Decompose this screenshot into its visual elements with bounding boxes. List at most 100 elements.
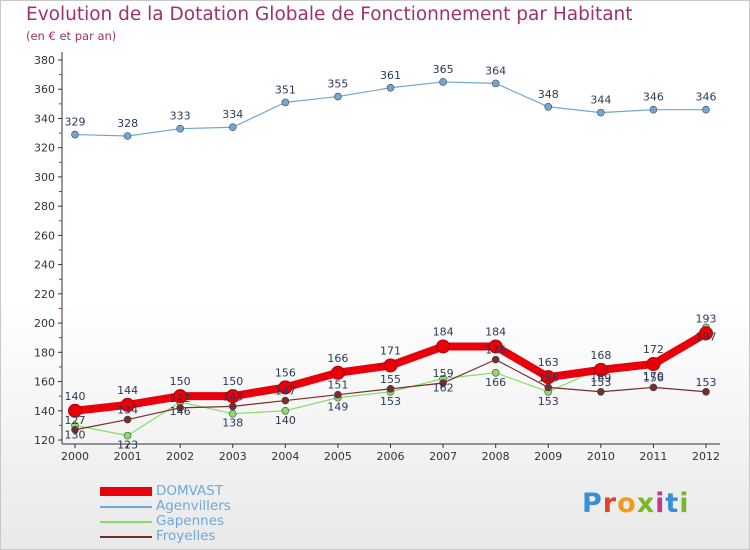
data-label-domvast: 168 <box>590 349 611 362</box>
data-label-domvast: 172 <box>643 343 664 356</box>
data-label-domvast: 184 <box>485 325 506 338</box>
data-label-froyelles: 156 <box>643 371 664 384</box>
data-point-froyelles <box>71 425 79 434</box>
data-point-agenvillers <box>702 105 710 114</box>
data-point-domvast <box>173 389 188 404</box>
data-point-froyelles <box>281 396 290 405</box>
data-point-domvast <box>593 362 608 377</box>
data-point-domvast <box>120 397 135 412</box>
x-tick-label: 2001 <box>114 450 142 463</box>
data-point-domvast <box>225 389 240 404</box>
data-label-gapennes: 197 <box>696 330 717 343</box>
y-tick-label: 340 <box>34 112 55 125</box>
legend-label-gapennes: Gapennes <box>156 513 225 529</box>
y-tick-label: 240 <box>34 259 55 272</box>
data-label-gapennes: 146 <box>170 405 191 418</box>
data-label-domvast: 156 <box>275 366 296 379</box>
y-tick-label: 160 <box>34 376 55 389</box>
logo-letter: x <box>636 488 656 519</box>
data-point-gapennes <box>228 409 237 418</box>
x-tick-label: 2010 <box>587 450 615 463</box>
data-point-domvast <box>383 358 398 373</box>
y-tick-label: 220 <box>34 288 55 301</box>
data-label-gapennes: 170 <box>643 370 664 383</box>
logo-letter: o <box>617 488 637 519</box>
legend-swatch-froyelles <box>100 536 152 538</box>
data-label-gapennes: 162 <box>433 382 454 395</box>
data-label-domvast: 184 <box>433 325 454 338</box>
data-point-froyelles <box>597 387 605 396</box>
data-label-froyelles: 127 <box>65 414 86 427</box>
data-point-gapennes <box>281 406 290 415</box>
data-point-agenvillers <box>281 98 290 107</box>
y-tick-label: 300 <box>34 171 55 184</box>
legend-label-domvast: DOMVAST <box>156 483 224 499</box>
data-label-froyelles: 143 <box>222 390 243 403</box>
x-tick-label: 2004 <box>271 450 299 463</box>
y-tick-label: 260 <box>34 229 55 242</box>
data-label-domvast: 140 <box>65 390 86 403</box>
data-point-froyelles <box>176 404 184 412</box>
data-label-froyelles: 153 <box>696 376 717 389</box>
data-point-agenvillers <box>649 105 658 114</box>
data-label-agenvillers: 348 <box>538 88 559 101</box>
legend-swatch-agenvillers <box>100 506 152 508</box>
data-point-agenvillers <box>228 123 237 132</box>
data-label-froyelles: 134 <box>117 404 138 417</box>
x-tick-label: 2002 <box>166 450 194 463</box>
data-label-domvast: 163 <box>538 356 559 369</box>
x-tick-label: 2012 <box>692 450 720 463</box>
data-label-agenvillers: 344 <box>590 94 611 107</box>
logo-letter: i <box>679 488 690 519</box>
legend-label-froyelles: Froyelles <box>156 528 216 544</box>
data-label-agenvillers: 334 <box>222 108 243 121</box>
data-label-agenvillers: 355 <box>327 78 348 91</box>
data-point-agenvillers <box>176 124 184 133</box>
data-point-gapennes <box>123 431 132 440</box>
data-label-agenvillers: 361 <box>380 69 401 82</box>
data-label-gapennes: 130 <box>65 428 86 441</box>
chart-title: Evolution de la Dotation Globale de Fonc… <box>26 4 633 25</box>
x-tick-label: 2005 <box>324 450 352 463</box>
data-label-domvast: 171 <box>380 344 401 357</box>
data-label-froyelles: 156 <box>538 371 559 384</box>
logo-letter: i <box>655 488 666 519</box>
data-point-froyelles <box>544 383 553 392</box>
data-label-agenvillers: 365 <box>433 63 454 76</box>
logo-letter: t <box>665 488 680 519</box>
data-label-agenvillers: 351 <box>275 83 296 96</box>
x-tick-label: 2006 <box>377 450 405 463</box>
data-label-gapennes: 169 <box>590 371 611 384</box>
data-point-agenvillers <box>123 132 132 140</box>
data-label-froyelles: 159 <box>433 367 454 380</box>
data-label-froyelles: 151 <box>327 379 348 392</box>
logo-letter: P <box>582 488 603 519</box>
y-tick-label: 320 <box>34 142 55 155</box>
legend-label-agenvillers: Agenvillers <box>156 498 231 514</box>
y-tick-label: 140 <box>34 405 55 418</box>
x-tick-label: 2009 <box>534 450 562 463</box>
data-point-froyelles <box>123 415 132 424</box>
data-label-domvast: 166 <box>327 352 348 365</box>
x-tick-label: 2003 <box>219 450 247 463</box>
legend-swatch-gapennes <box>100 521 152 523</box>
logo-letter: r <box>602 488 618 519</box>
x-tick-label: 2011 <box>639 450 667 463</box>
data-point-domvast <box>699 326 713 341</box>
y-tick-label: 180 <box>34 346 55 359</box>
data-label-domvast: 150 <box>222 375 243 388</box>
data-label-gapennes: 123 <box>117 439 138 452</box>
y-tick-label: 360 <box>34 83 55 96</box>
data-point-agenvillers <box>491 79 500 88</box>
data-label-froyelles: 153 <box>590 376 611 389</box>
data-label-domvast: 144 <box>117 384 138 397</box>
x-tick-label: 2008 <box>482 450 510 463</box>
data-label-gapennes: 153 <box>380 395 401 408</box>
data-label-agenvillers: 328 <box>117 117 138 130</box>
data-point-domvast <box>488 339 503 354</box>
data-label-agenvillers: 346 <box>643 91 664 104</box>
y-tick-label: 200 <box>34 317 55 330</box>
data-label-froyelles: 147 <box>275 385 296 398</box>
y-tick-label: 380 <box>34 54 55 67</box>
